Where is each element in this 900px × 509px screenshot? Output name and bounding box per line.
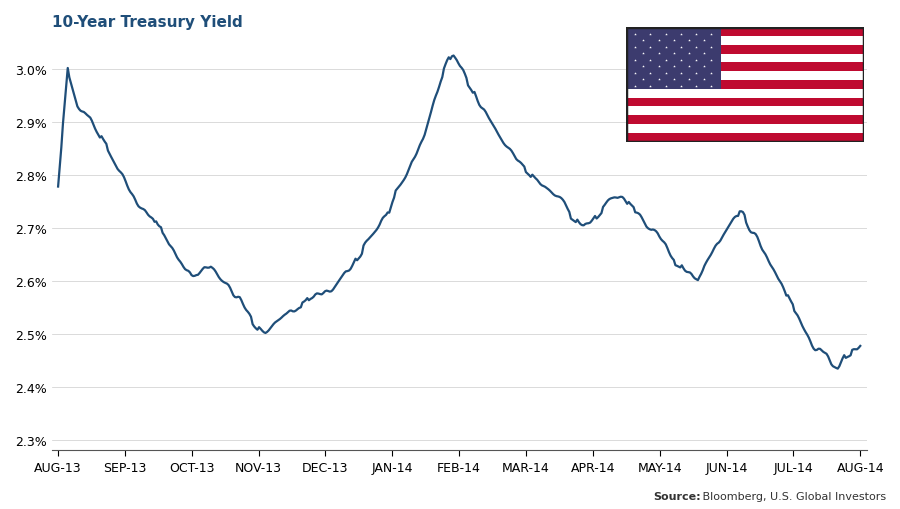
Bar	[626, 98, 864, 107]
Bar	[626, 54, 864, 63]
Bar	[626, 134, 864, 143]
Bar	[626, 63, 864, 72]
Bar	[626, 90, 864, 98]
Bar	[626, 28, 864, 37]
Bar	[626, 28, 721, 90]
Bar	[626, 72, 864, 81]
Text: 10-Year Treasury Yield: 10-Year Treasury Yield	[51, 15, 242, 30]
Bar	[626, 116, 864, 125]
Bar	[626, 81, 864, 90]
Bar	[626, 37, 864, 46]
Bar	[626, 107, 864, 116]
Text: Source:: Source:	[653, 491, 701, 501]
Bar	[626, 125, 864, 134]
Bar	[626, 46, 864, 54]
Text: Bloomberg, U.S. Global Investors: Bloomberg, U.S. Global Investors	[699, 491, 886, 501]
